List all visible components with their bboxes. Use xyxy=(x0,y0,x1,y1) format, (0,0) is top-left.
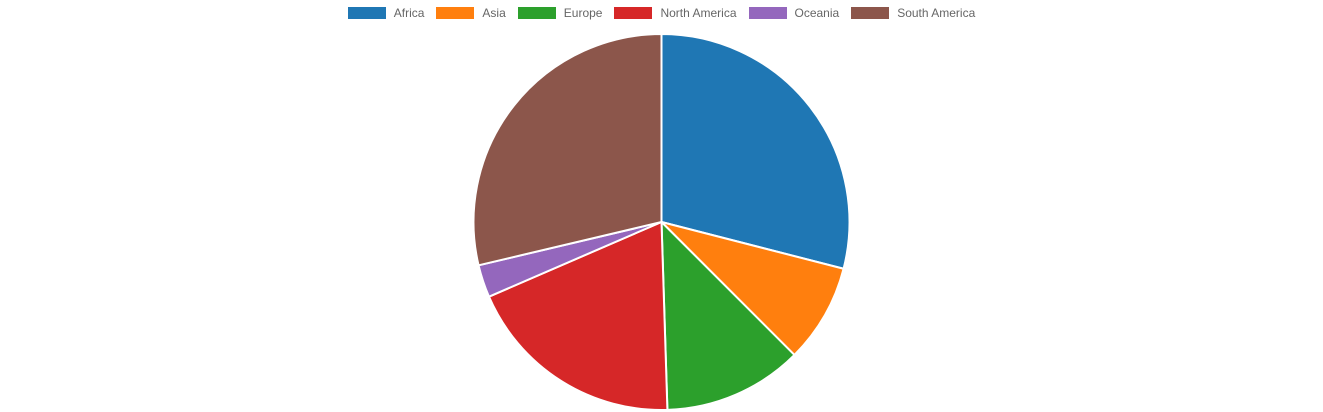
legend-swatch xyxy=(517,7,556,19)
legend-item[interactable]: South America xyxy=(851,6,975,20)
chart-legend: Africa Asia Europe North America Oceania Sout… xyxy=(0,6,1323,20)
legend-swatch xyxy=(614,7,653,19)
legend-label: Africa xyxy=(393,6,425,20)
pie-slice-europe[interactable] xyxy=(660,221,796,411)
legend-label: North America xyxy=(660,6,737,20)
legend-item[interactable]: Europe xyxy=(517,6,603,20)
legend-swatch xyxy=(436,7,475,19)
legend-label: Oceania xyxy=(794,6,840,20)
legend-item[interactable]: North America xyxy=(614,6,737,20)
legend-item[interactable]: Africa xyxy=(347,6,425,20)
legend-label: Europe xyxy=(563,6,603,20)
pie-slice-north-america[interactable] xyxy=(487,221,669,411)
legend-swatch xyxy=(347,7,386,19)
legend-label: South America xyxy=(897,6,976,20)
legend-swatch xyxy=(748,7,787,19)
pie-slice-south-america[interactable] xyxy=(472,33,663,267)
legend-item[interactable]: Asia xyxy=(436,6,506,20)
legend-label: Asia xyxy=(482,6,506,20)
pie-slice-asia[interactable] xyxy=(660,221,845,356)
pie-slice-africa[interactable] xyxy=(660,33,851,270)
legend-swatch xyxy=(851,7,890,19)
legend-item[interactable]: Oceania xyxy=(748,6,840,20)
